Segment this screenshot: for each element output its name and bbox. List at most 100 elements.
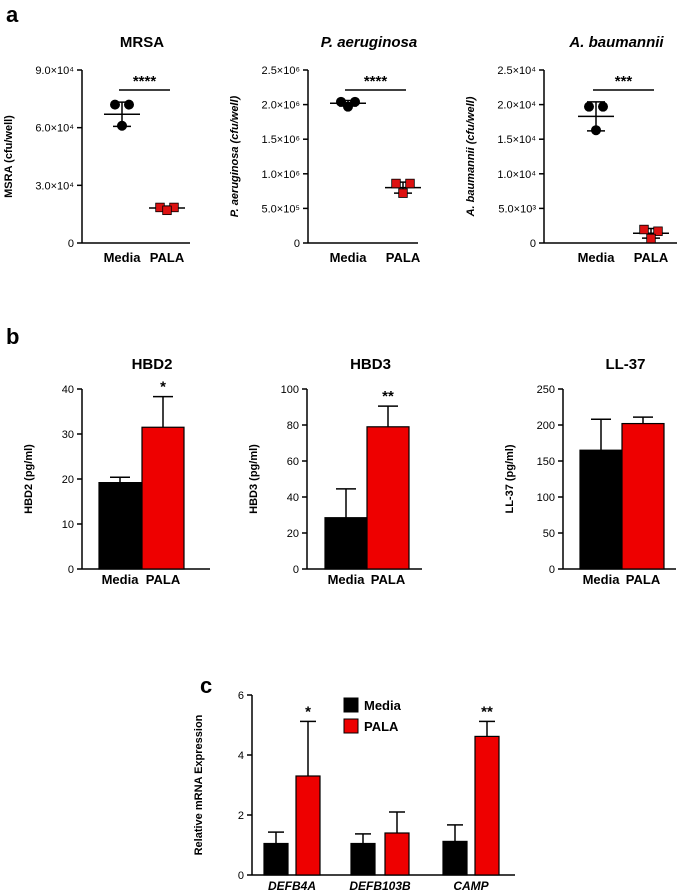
b3-y-tick-label: 50 xyxy=(543,528,555,540)
b2-y-tick-label: 60 xyxy=(287,456,299,468)
b1-category-label: PALA xyxy=(146,572,181,587)
b2-y-tick-label: 20 xyxy=(287,528,299,540)
legend-label-media: Media xyxy=(364,698,402,713)
a3-y-tick-label: 2.0×10⁴ xyxy=(497,100,536,112)
b1-significance: * xyxy=(160,379,166,396)
a1-point-media xyxy=(110,99,121,110)
b1-y-tick-label: 0 xyxy=(68,564,74,576)
b3-bar-media xyxy=(579,449,623,570)
a3-y-label: A. baumannii (cfu/well) xyxy=(465,96,477,217)
b1-y-tick-label: 30 xyxy=(62,429,74,441)
a2-y-tick-label: 1.5×10⁶ xyxy=(262,134,300,146)
b3-y-tick-label: 200 xyxy=(537,420,555,432)
c1-category-label: DEFB103B xyxy=(349,879,411,893)
a2-y-tick-label: 2.0×10⁶ xyxy=(262,100,300,112)
b2-bar-pala xyxy=(366,426,410,570)
b2-title: HBD3 xyxy=(350,356,391,373)
a2-y-tick-label: 1.0×10⁶ xyxy=(262,169,300,181)
a2-y-tick-label: 5.0×10⁵ xyxy=(261,203,300,215)
a2-point-media xyxy=(335,96,346,107)
panel-letter-b: b xyxy=(6,324,19,349)
a2-point-media xyxy=(342,101,353,112)
a3-point-pala xyxy=(653,226,663,236)
a3-point-pala xyxy=(639,224,649,235)
b2-category-label: PALA xyxy=(371,572,406,587)
b1-title: HBD2 xyxy=(132,356,173,373)
a2-category-label: PALA xyxy=(386,250,421,265)
c1-significance: ** xyxy=(481,703,493,720)
plots-layer: 0 3.0×10⁴ 6.0×10⁴ 9.0×10⁴ MSRA (cfu/well) MRS… xyxy=(3,34,677,893)
a1-y-label: MSRA (cfu/well) xyxy=(3,115,15,198)
b2-y-tick-label: 100 xyxy=(281,384,299,396)
c1-y-tick-label: 0 xyxy=(238,870,244,882)
a2-point-pala xyxy=(405,178,415,189)
a1-category-label: PALA xyxy=(150,250,185,265)
c1-y-label: Relative mRNA Expression xyxy=(193,714,205,855)
a3-y-tick-label: 0 xyxy=(530,238,536,250)
c1-bar-media xyxy=(442,840,468,876)
b3-y-tick-label: 0 xyxy=(549,564,555,576)
a2-y-tick-label: 2.5×10⁶ xyxy=(262,65,300,77)
a2-title: P. aeruginosa xyxy=(321,34,417,51)
panel-letter-c: c xyxy=(200,673,212,698)
a2-y-tick-label: 0 xyxy=(294,238,300,250)
c1-bar-pala xyxy=(474,735,500,876)
a1-y-tick-label: 3.0×10⁴ xyxy=(35,180,74,192)
a3-category-label: Media xyxy=(578,250,616,265)
a1-point-media xyxy=(117,120,128,131)
b2-bar-media xyxy=(324,517,368,570)
c1-y-tick-label: 2 xyxy=(238,810,244,822)
b1-y-tick-label: 20 xyxy=(62,474,74,486)
c1-category-label: CAMP xyxy=(453,879,489,893)
b1-y-tick-label: 10 xyxy=(62,519,74,531)
b2-category-label: Media xyxy=(328,572,366,587)
a2-significance: **** xyxy=(364,73,388,90)
a2-y-label: P. aeruginosa (cfu/well) xyxy=(229,95,241,217)
legend-swatch-pala xyxy=(343,718,359,734)
b3-y-tick-label: 150 xyxy=(537,456,555,468)
c1-bar-media xyxy=(350,842,376,876)
b1-y-label: HBD2 (pg/ml) xyxy=(23,444,35,514)
b3-y-tick-label: 250 xyxy=(537,384,555,396)
b3-title: LL-37 xyxy=(605,356,645,373)
a2-point-pala xyxy=(391,178,401,189)
a1-y-tick-label: 9.0×10⁴ xyxy=(35,65,74,77)
a2-category-label: Media xyxy=(330,250,368,265)
b1-y-tick-label: 40 xyxy=(62,384,74,396)
a2-point-media xyxy=(349,96,360,107)
c1-y-tick-label: 6 xyxy=(238,690,244,702)
b2-y-tick-label: 40 xyxy=(287,492,299,504)
c1-bar-pala xyxy=(384,832,410,876)
b3-category-label: Media xyxy=(583,572,621,587)
a3-significance: *** xyxy=(615,73,633,90)
a3-category-label: PALA xyxy=(634,250,669,265)
a1-category-label: Media xyxy=(104,250,142,265)
legend-swatch-media xyxy=(343,697,359,713)
a1-point-pala xyxy=(162,205,172,216)
b2-y-tick-label: 0 xyxy=(293,564,299,576)
b3-y-label: LL-37 (pg/ml) xyxy=(504,444,516,513)
a3-point-media xyxy=(584,101,595,112)
legend-label-pala: PALA xyxy=(364,719,399,734)
c1-significance: * xyxy=(305,703,311,720)
a3-point-media xyxy=(591,125,602,136)
b1-bar-media xyxy=(98,482,142,570)
panel-letter-a: a xyxy=(6,2,19,27)
b3-bar-pala xyxy=(621,422,665,570)
a3-y-tick-label: 1.0×10⁴ xyxy=(497,169,536,181)
a3-title: A. baumannii xyxy=(568,34,664,51)
a3-y-tick-label: 5.0×10³ xyxy=(498,203,536,215)
c1-bar-media xyxy=(263,842,289,876)
c1-category-label: DEFB4A xyxy=(268,879,316,893)
c1-y-tick-label: 4 xyxy=(238,750,244,762)
a3-point-media xyxy=(598,101,609,112)
a2-point-pala xyxy=(398,188,408,198)
b2-y-tick-label: 80 xyxy=(287,420,299,432)
a1-y-tick-label: 6.0×10⁴ xyxy=(35,123,74,135)
b3-y-tick-label: 100 xyxy=(537,492,555,504)
b1-category-label: Media xyxy=(102,572,140,587)
a3-y-tick-label: 2.5×10⁴ xyxy=(497,65,536,77)
a1-y-tick-label: 0 xyxy=(68,238,74,250)
a3-point-pala xyxy=(646,233,656,244)
